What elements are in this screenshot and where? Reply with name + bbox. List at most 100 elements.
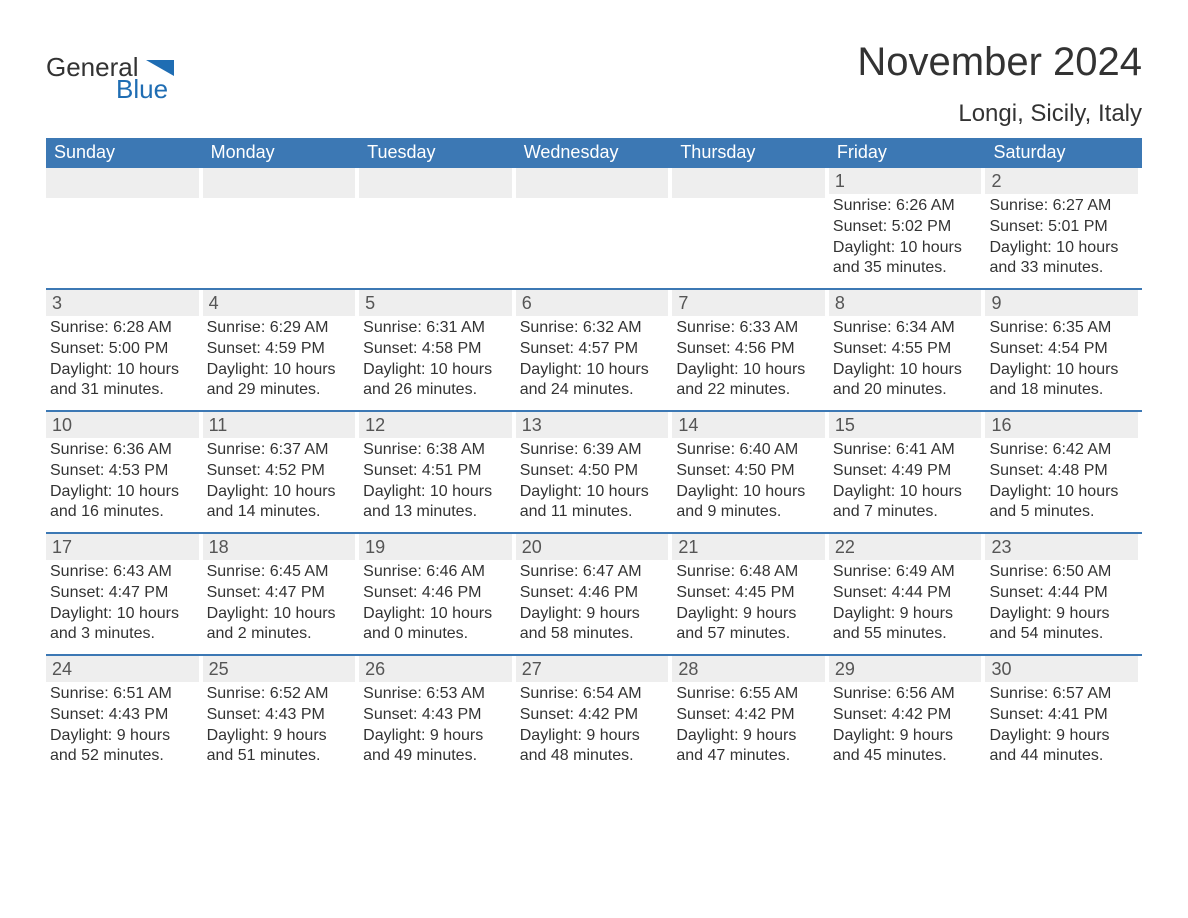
title-block: November 2024 Longi, Sicily, Italy xyxy=(857,40,1142,128)
day-number: 12 xyxy=(359,412,512,438)
calendar-day: 19Sunrise: 6:46 AMSunset: 4:46 PMDayligh… xyxy=(359,534,516,654)
sunset-text: Sunset: 4:43 PM xyxy=(363,705,508,726)
calendar: Sunday Monday Tuesday Wednesday Thursday… xyxy=(46,138,1142,776)
sunset-text: Sunset: 4:41 PM xyxy=(989,705,1134,726)
day-number: 21 xyxy=(672,534,825,560)
calendar-day: 21Sunrise: 6:48 AMSunset: 4:45 PMDayligh… xyxy=(672,534,829,654)
day-details: Sunrise: 6:36 AMSunset: 4:53 PMDaylight:… xyxy=(46,438,199,525)
sunset-text: Sunset: 4:49 PM xyxy=(833,461,978,482)
day-number: 11 xyxy=(203,412,356,438)
day-number: 7 xyxy=(672,290,825,316)
daylight-text: Daylight: 9 hours and 49 minutes. xyxy=(363,726,508,768)
daylight-text: Daylight: 10 hours and 20 minutes. xyxy=(833,360,978,402)
calendar-day: 27Sunrise: 6:54 AMSunset: 4:42 PMDayligh… xyxy=(516,656,673,776)
sunset-text: Sunset: 4:47 PM xyxy=(50,583,195,604)
daylight-text: Daylight: 10 hours and 35 minutes. xyxy=(833,238,978,280)
daylight-text: Daylight: 10 hours and 24 minutes. xyxy=(520,360,665,402)
sunset-text: Sunset: 4:52 PM xyxy=(207,461,352,482)
calendar-day xyxy=(516,168,673,288)
calendar-day: 26Sunrise: 6:53 AMSunset: 4:43 PMDayligh… xyxy=(359,656,516,776)
sunrise-text: Sunrise: 6:38 AM xyxy=(363,440,508,461)
day-number: 6 xyxy=(516,290,669,316)
sunrise-text: Sunrise: 6:36 AM xyxy=(50,440,195,461)
sunset-text: Sunset: 4:47 PM xyxy=(207,583,352,604)
day-number: 3 xyxy=(46,290,199,316)
day-number: 20 xyxy=(516,534,669,560)
sunrise-text: Sunrise: 6:51 AM xyxy=(50,684,195,705)
day-details: Sunrise: 6:29 AMSunset: 4:59 PMDaylight:… xyxy=(203,316,356,403)
sunset-text: Sunset: 4:51 PM xyxy=(363,461,508,482)
dow-thursday: Thursday xyxy=(672,138,829,168)
daylight-text: Daylight: 9 hours and 44 minutes. xyxy=(989,726,1134,768)
day-details: Sunrise: 6:31 AMSunset: 4:58 PMDaylight:… xyxy=(359,316,512,403)
sunrise-text: Sunrise: 6:52 AM xyxy=(207,684,352,705)
calendar-day: 17Sunrise: 6:43 AMSunset: 4:47 PMDayligh… xyxy=(46,534,203,654)
day-details: Sunrise: 6:32 AMSunset: 4:57 PMDaylight:… xyxy=(516,316,669,403)
day-number: 23 xyxy=(985,534,1138,560)
day-number: 16 xyxy=(985,412,1138,438)
day-number: 25 xyxy=(203,656,356,682)
sunrise-text: Sunrise: 6:55 AM xyxy=(676,684,821,705)
sunset-text: Sunset: 4:46 PM xyxy=(520,583,665,604)
calendar-day: 23Sunrise: 6:50 AMSunset: 4:44 PMDayligh… xyxy=(985,534,1142,654)
dow-monday: Monday xyxy=(203,138,360,168)
calendar-day: 2Sunrise: 6:27 AMSunset: 5:01 PMDaylight… xyxy=(985,168,1142,288)
day-number: 19 xyxy=(359,534,512,560)
sunrise-text: Sunrise: 6:29 AM xyxy=(207,318,352,339)
daylight-text: Daylight: 10 hours and 26 minutes. xyxy=(363,360,508,402)
daylight-text: Daylight: 10 hours and 16 minutes. xyxy=(50,482,195,524)
calendar-week: 3Sunrise: 6:28 AMSunset: 5:00 PMDaylight… xyxy=(46,288,1142,410)
daylight-text: Daylight: 10 hours and 33 minutes. xyxy=(989,238,1134,280)
sunset-text: Sunset: 4:57 PM xyxy=(520,339,665,360)
daylight-text: Daylight: 10 hours and 5 minutes. xyxy=(989,482,1134,524)
daylight-text: Daylight: 9 hours and 52 minutes. xyxy=(50,726,195,768)
dow-saturday: Saturday xyxy=(985,138,1142,168)
sunrise-text: Sunrise: 6:54 AM xyxy=(520,684,665,705)
sunrise-text: Sunrise: 6:28 AM xyxy=(50,318,195,339)
sunrise-text: Sunrise: 6:37 AM xyxy=(207,440,352,461)
sunset-text: Sunset: 4:42 PM xyxy=(833,705,978,726)
daylight-text: Daylight: 9 hours and 47 minutes. xyxy=(676,726,821,768)
daylight-text: Daylight: 10 hours and 7 minutes. xyxy=(833,482,978,524)
calendar-day: 20Sunrise: 6:47 AMSunset: 4:46 PMDayligh… xyxy=(516,534,673,654)
day-number: 30 xyxy=(985,656,1138,682)
dow-sunday: Sunday xyxy=(46,138,203,168)
day-details: Sunrise: 6:28 AMSunset: 5:00 PMDaylight:… xyxy=(46,316,199,403)
day-details: Sunrise: 6:33 AMSunset: 4:56 PMDaylight:… xyxy=(672,316,825,403)
calendar-day: 13Sunrise: 6:39 AMSunset: 4:50 PMDayligh… xyxy=(516,412,673,532)
dow-wednesday: Wednesday xyxy=(516,138,673,168)
day-details: Sunrise: 6:34 AMSunset: 4:55 PMDaylight:… xyxy=(829,316,982,403)
sunset-text: Sunset: 4:42 PM xyxy=(520,705,665,726)
header: General Blue November 2024 Longi, Sicily… xyxy=(46,40,1142,128)
calendar-day: 7Sunrise: 6:33 AMSunset: 4:56 PMDaylight… xyxy=(672,290,829,410)
daylight-text: Daylight: 10 hours and 13 minutes. xyxy=(363,482,508,524)
sunrise-text: Sunrise: 6:32 AM xyxy=(520,318,665,339)
calendar-day: 6Sunrise: 6:32 AMSunset: 4:57 PMDaylight… xyxy=(516,290,673,410)
daylight-text: Daylight: 10 hours and 18 minutes. xyxy=(989,360,1134,402)
sunrise-text: Sunrise: 6:43 AM xyxy=(50,562,195,583)
daylight-text: Daylight: 9 hours and 45 minutes. xyxy=(833,726,978,768)
day-details: Sunrise: 6:57 AMSunset: 4:41 PMDaylight:… xyxy=(985,682,1138,769)
day-details: Sunrise: 6:48 AMSunset: 4:45 PMDaylight:… xyxy=(672,560,825,647)
calendar-day: 5Sunrise: 6:31 AMSunset: 4:58 PMDaylight… xyxy=(359,290,516,410)
day-of-week-header: Sunday Monday Tuesday Wednesday Thursday… xyxy=(46,138,1142,168)
sunrise-text: Sunrise: 6:48 AM xyxy=(676,562,821,583)
sunrise-text: Sunrise: 6:41 AM xyxy=(833,440,978,461)
sunset-text: Sunset: 4:43 PM xyxy=(207,705,352,726)
sunset-text: Sunset: 5:01 PM xyxy=(989,217,1134,238)
daylight-text: Daylight: 10 hours and 11 minutes. xyxy=(520,482,665,524)
sunrise-text: Sunrise: 6:26 AM xyxy=(833,196,978,217)
daylight-text: Daylight: 9 hours and 51 minutes. xyxy=(207,726,352,768)
day-number: 28 xyxy=(672,656,825,682)
daylight-text: Daylight: 10 hours and 31 minutes. xyxy=(50,360,195,402)
sunset-text: Sunset: 4:53 PM xyxy=(50,461,195,482)
daylight-text: Daylight: 10 hours and 2 minutes. xyxy=(207,604,352,646)
calendar-week: 17Sunrise: 6:43 AMSunset: 4:47 PMDayligh… xyxy=(46,532,1142,654)
day-number xyxy=(359,168,512,198)
day-number: 15 xyxy=(829,412,982,438)
sunset-text: Sunset: 4:56 PM xyxy=(676,339,821,360)
day-details: Sunrise: 6:56 AMSunset: 4:42 PMDaylight:… xyxy=(829,682,982,769)
sunset-text: Sunset: 4:54 PM xyxy=(989,339,1134,360)
day-number: 22 xyxy=(829,534,982,560)
sunrise-text: Sunrise: 6:45 AM xyxy=(207,562,352,583)
